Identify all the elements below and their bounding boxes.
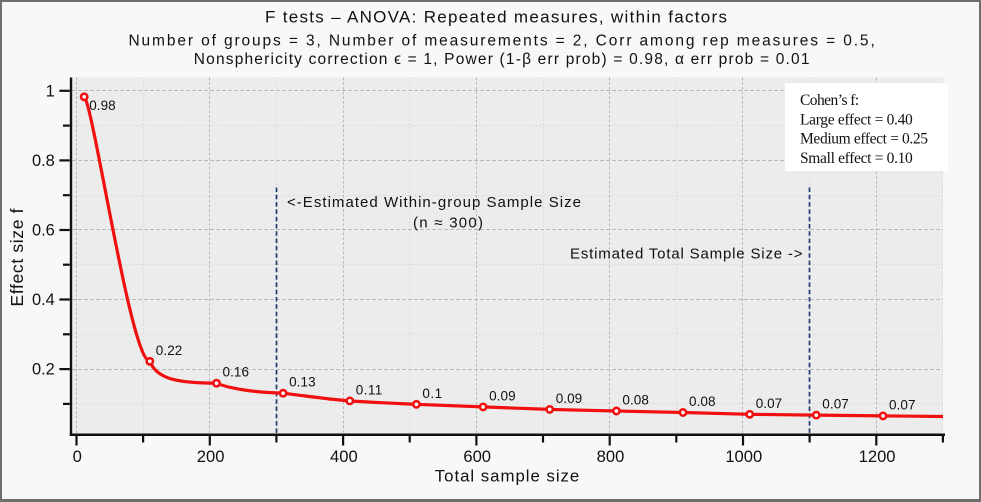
svg-text:Effect size f: Effect size f [7, 208, 27, 306]
svg-text:0.22: 0.22 [156, 343, 183, 358]
svg-text:Total sample size: Total sample size [435, 466, 580, 485]
svg-text:1200: 1200 [859, 447, 896, 466]
svg-text:400: 400 [330, 447, 358, 466]
svg-text:0.08: 0.08 [689, 394, 716, 409]
svg-text:0.08: 0.08 [622, 393, 649, 408]
svg-text:0.07: 0.07 [756, 396, 783, 411]
svg-text:Cohen’s f:: Cohen’s f: [800, 92, 859, 109]
svg-text:<-Estimated Within-group Sampl: <-Estimated Within-group Sample Size [287, 194, 581, 211]
svg-text:0.2: 0.2 [32, 361, 55, 379]
svg-text:0.4: 0.4 [32, 291, 55, 309]
svg-text:800: 800 [597, 447, 625, 466]
svg-text:200: 200 [197, 447, 225, 466]
svg-text:0.09: 0.09 [489, 388, 515, 403]
svg-text:0.8: 0.8 [32, 152, 55, 170]
svg-text:1: 1 [46, 82, 55, 100]
svg-text:Large effect = 0.40: Large effect = 0.40 [800, 111, 913, 128]
svg-text:Small effect = 0.10: Small effect = 0.10 [800, 150, 913, 167]
svg-text:0.13: 0.13 [289, 375, 316, 390]
svg-text:0.6: 0.6 [32, 222, 55, 240]
svg-text:0.07: 0.07 [822, 397, 849, 412]
svg-text:0.11: 0.11 [356, 382, 383, 397]
svg-text:0.09: 0.09 [556, 391, 583, 406]
svg-text:Number of groups = 3, Number o: Number of groups = 3, Number of measurem… [128, 33, 874, 50]
svg-text:0.98: 0.98 [89, 98, 116, 113]
svg-text:F tests – ANOVA: Repeated meas: F tests – ANOVA: Repeated measures, with… [265, 8, 727, 27]
svg-text:600: 600 [463, 447, 491, 466]
svg-text:Nonsphericity correction ϵ = 1: Nonsphericity correction ϵ = 1, Power (1… [194, 51, 810, 68]
svg-text:Estimated Total Sample Size ->: Estimated Total Sample Size -> [570, 246, 803, 263]
svg-text:1000: 1000 [725, 447, 762, 466]
svg-text:0.1: 0.1 [422, 386, 442, 401]
svg-text:0: 0 [73, 447, 82, 466]
svg-text:0.16: 0.16 [223, 365, 250, 380]
svg-text:0.07: 0.07 [889, 397, 916, 412]
svg-text:Medium effect = 0.25: Medium effect = 0.25 [800, 131, 928, 148]
